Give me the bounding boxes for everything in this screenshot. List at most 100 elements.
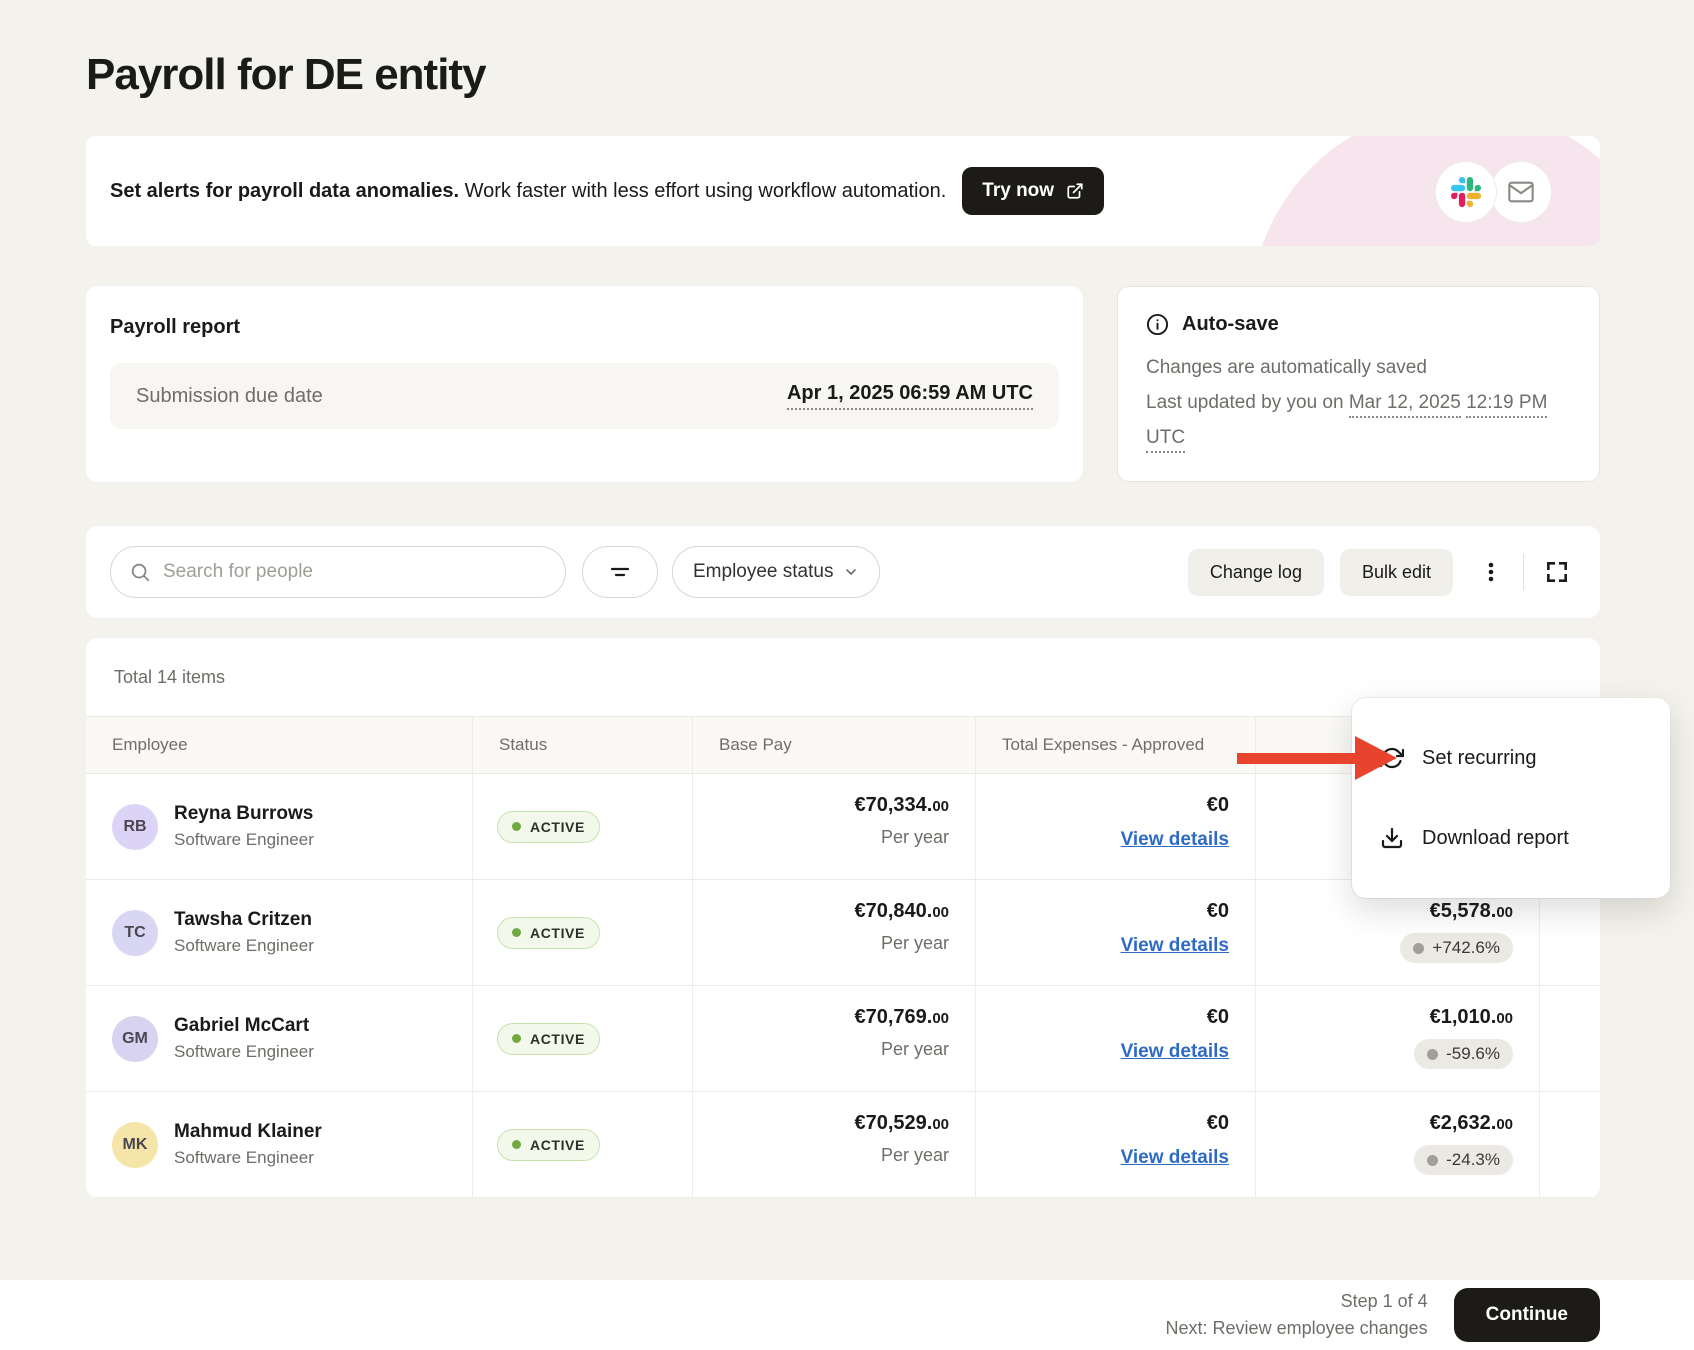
employee-name: Reyna Burrows — [174, 803, 314, 825]
more-actions-button[interactable] — [1473, 554, 1509, 590]
avatar: GM — [112, 1015, 158, 1062]
status-cell: ACTIVE — [472, 1092, 692, 1198]
info-icon — [1146, 313, 1169, 336]
pay-period: Per year — [880, 1145, 949, 1166]
continue-button[interactable]: Continue — [1453, 1288, 1600, 1342]
base-pay-cell: €70,769.00 Per year — [692, 986, 975, 1092]
employee-cell[interactable]: RB Reyna Burrows Software Engineer — [86, 774, 472, 879]
base-pay-cell: €70,529.00 Per year — [692, 1092, 975, 1198]
base-pay-cell: €70,334.00 Per year — [692, 774, 975, 880]
autosave-time[interactable]: 12:19 PM UTC — [1146, 392, 1548, 454]
employee-name: Tawsha Critzen — [174, 909, 312, 931]
status-dot-icon — [512, 1034, 521, 1044]
fullscreen-button[interactable] — [1538, 553, 1576, 591]
autosave-title: Auto-save — [1182, 313, 1279, 335]
menu-item-label: Download report — [1422, 826, 1569, 849]
employee-cell[interactable]: TC Tawsha Critzen Software Engineer — [86, 880, 472, 985]
change-badge: -24.3% — [1414, 1145, 1513, 1176]
employee-cell[interactable]: MK Mahmud Klainer Software Engineer — [86, 1092, 472, 1197]
employee-role: Software Engineer — [174, 936, 314, 956]
change-dot-icon — [1413, 942, 1425, 954]
table-row: GM Gabriel McCart Software Engineer ACTI… — [86, 986, 1600, 1093]
view-details-link[interactable]: View details — [1120, 1147, 1229, 1169]
pay-period: Per year — [880, 827, 949, 848]
employee-role: Software Engineer — [174, 830, 314, 850]
more-actions-menu: Set recurring Download report — [1352, 698, 1670, 898]
autosave-body: Changes are automatically saved Last upd… — [1146, 350, 1571, 455]
annotation-arrow-head — [1355, 736, 1397, 780]
payroll-report-card: Payroll report Submission due date Apr 1… — [86, 286, 1083, 483]
autosave-line1: Changes are automatically saved — [1146, 357, 1427, 378]
view-details-link[interactable]: View details — [1120, 829, 1229, 851]
table-row: MK Mahmud Klainer Software Engineer ACTI… — [86, 1092, 1600, 1199]
search-icon — [129, 561, 151, 583]
status-dot-icon — [512, 1140, 521, 1150]
download-icon — [1380, 826, 1404, 850]
filter-icon — [608, 560, 632, 584]
change-dot-icon — [1427, 1048, 1439, 1060]
pay-period: Per year — [880, 1039, 949, 1060]
column-header-employee: Employee — [112, 735, 188, 755]
status-badge: ACTIVE — [497, 916, 600, 949]
wizard-footer: Step 1 of 4 Next: Review employee change… — [0, 1280, 1694, 1350]
menu-item-download-report[interactable]: Download report — [1352, 801, 1670, 875]
column-header-total-expenses: Total Expenses - Approved — [975, 717, 1255, 774]
expenses-cell: €0 View details — [975, 774, 1255, 880]
employee-role: Software Engineer — [174, 1042, 314, 1062]
change-badge: +742.6% — [1400, 933, 1513, 964]
column-header-base-pay: Base Pay — [692, 717, 975, 774]
filter-button[interactable] — [582, 546, 658, 599]
search-input[interactable] — [163, 561, 493, 584]
table-toolbar: Employee status Change log Bulk edit — [86, 526, 1600, 619]
status-cell: ACTIVE — [472, 774, 692, 880]
view-details-link[interactable]: View details — [1120, 935, 1229, 957]
autosave-card: Auto-save Changes are automatically save… — [1117, 286, 1600, 483]
expenses-cell: €0 View details — [975, 986, 1255, 1092]
payroll-report-title: Payroll report — [110, 316, 241, 338]
employee-status-select[interactable]: Employee status — [672, 546, 881, 599]
change-dot-icon — [1427, 1154, 1439, 1166]
total-cell: €1,010.00 -59.6% — [1255, 986, 1539, 1092]
page-title: Payroll for DE entity — [86, 50, 487, 99]
status-badge: ACTIVE — [497, 1022, 600, 1055]
email-icon — [1491, 162, 1551, 222]
banner-text-rest: Work faster with less effort using workf… — [459, 179, 947, 202]
fullscreen-icon — [1544, 559, 1570, 585]
slack-icon — [1436, 162, 1496, 222]
avatar: TC — [112, 909, 158, 956]
status-cell: ACTIVE — [472, 880, 692, 986]
employee-name: Gabriel McCart — [174, 1015, 310, 1037]
total-cell: €2,632.00 -24.3% — [1255, 1092, 1539, 1198]
banner-text: Set alerts for payroll data anomalies. W… — [110, 180, 946, 203]
column-header-total — [1255, 717, 1539, 774]
bulk-edit-button[interactable]: Bulk edit — [1339, 548, 1453, 596]
base-pay-cell: €70,840.00 Per year — [692, 880, 975, 986]
try-now-button[interactable]: Try now — [962, 167, 1105, 215]
employee-name: Mahmud Klainer — [174, 1121, 322, 1143]
step-indicator: Step 1 of 4 — [1340, 1291, 1428, 1311]
annotation-arrow — [1237, 753, 1359, 764]
avatar: MK — [112, 1121, 158, 1168]
external-link-icon — [1066, 182, 1084, 200]
employee-role: Software Engineer — [174, 1148, 314, 1168]
promo-banner: Set alerts for payroll data anomalies. W… — [86, 136, 1600, 246]
submission-due-value[interactable]: Apr 1, 2025 06:59 AM UTC — [786, 382, 1033, 410]
change-badge: -59.6% — [1414, 1039, 1513, 1070]
try-now-label: Try now — [982, 180, 1055, 201]
view-details-link[interactable]: View details — [1120, 1041, 1229, 1063]
table-row: TC Tawsha Critzen Software Engineer ACTI… — [86, 880, 1600, 987]
status-cell: ACTIVE — [472, 986, 692, 1092]
expenses-cell: €0 View details — [975, 880, 1255, 986]
table-header-row: Employee Status Base Pay Total Expenses … — [86, 716, 1600, 775]
toolbar-divider — [1523, 554, 1524, 591]
menu-item-set-recurring[interactable]: Set recurring — [1352, 721, 1670, 795]
status-badge: ACTIVE — [497, 810, 600, 843]
status-badge: ACTIVE — [497, 1128, 600, 1161]
change-log-button[interactable]: Change log — [1187, 548, 1324, 596]
payroll-table: Total 14 items Employee Status Base Pay … — [86, 638, 1600, 1199]
total-cell: €5,578.00 +742.6% — [1255, 880, 1539, 986]
pay-period: Per year — [880, 933, 949, 954]
autosave-date[interactable]: Mar 12, 2025 — [1348, 392, 1461, 419]
search-box[interactable] — [110, 546, 566, 599]
employee-cell[interactable]: GM Gabriel McCart Software Engineer — [86, 986, 472, 1091]
